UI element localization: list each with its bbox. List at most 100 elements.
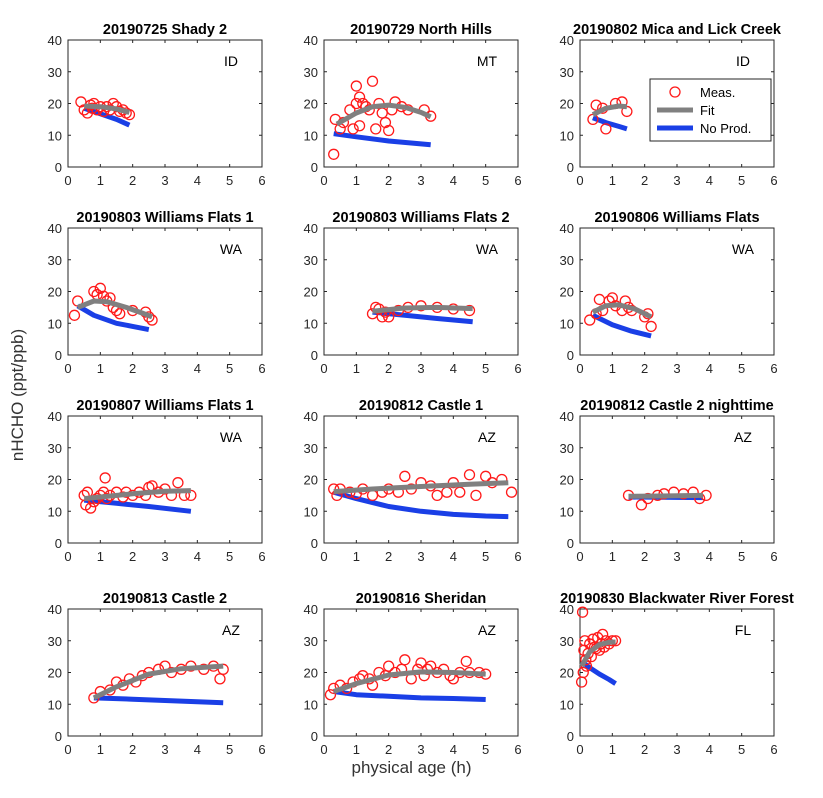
x-tick-label: 6 [258,173,265,188]
x-tick-label: 0 [576,549,583,564]
state-label: WA [220,241,243,257]
y-tick-label: 40 [560,409,574,424]
x-tick-label: 1 [353,361,360,376]
y-tick-label: 20 [560,285,574,300]
fit-line [372,304,473,314]
meas-point [88,285,100,298]
x-tick-label: 3 [161,173,168,188]
y-tick-label: 0 [567,729,574,744]
x-tick-label: 0 [320,742,327,757]
y-tick-label: 20 [560,666,574,681]
panel-title: 20190812 Castle 1 [359,398,483,414]
x-tick-label: 5 [738,742,745,757]
state-label: AZ [478,622,496,638]
x-tick-label: 6 [514,361,521,376]
meas-point [350,97,362,110]
y-tick-label: 30 [560,634,574,649]
meas-point [399,470,411,482]
x-tick-label: 1 [609,549,616,564]
chart-panel: 0 1 2 3 4 5 6 0 10 20 30 40 20190812 Castle 1 AZ [304,398,522,564]
chart-panel: 0 1 2 3 4 5 6 0 10 20 30 40 20190803 Williams Flats … [304,210,522,376]
x-tick-label: 3 [417,549,424,564]
meas-point [460,655,472,668]
x-tick-label: 4 [450,173,457,188]
y-tick-label: 20 [304,97,318,112]
fit-line [579,639,616,668]
y-tick-label: 30 [304,253,318,268]
y-tick-label: 30 [48,253,62,268]
x-tick-label: 0 [320,361,327,376]
legend-meas-symbol [669,86,681,98]
state-label: FL [735,622,752,638]
panel-title: 20190807 Williams Flats 1 [76,398,253,414]
fit-line [591,302,653,320]
y-tick-label: 40 [304,221,318,236]
y-tick-label: 0 [311,348,318,363]
x-tick-label: 0 [64,549,71,564]
x-tick-label: 4 [706,742,713,757]
meas-point [214,673,226,685]
x-tick-label: 3 [417,173,424,188]
y-tick-label: 20 [48,285,62,300]
legend-label: Fit [700,103,715,118]
meas-point [596,628,609,641]
state-label: WA [732,241,755,257]
no-prod-line [591,313,652,339]
meas-point [146,480,158,492]
y-tick-label: 30 [560,65,574,80]
x-tick-label: 5 [226,549,233,564]
y-tick-label: 10 [304,128,318,143]
fit-line [335,102,432,127]
x-tick-label: 2 [385,361,392,376]
meas-point [600,123,612,135]
y-tick-label: 30 [48,634,62,649]
legend: Meas. Fit No Prod. [649,78,772,142]
y-tick-label: 10 [304,697,318,712]
meas-point [383,660,395,672]
y-tick-label: 40 [48,409,62,424]
y-tick-label: 20 [304,666,318,681]
meas-point [505,486,518,498]
meas-point [576,606,589,618]
meas-point [584,314,596,326]
meas-point [68,309,81,321]
state-label: ID [224,53,238,69]
y-tick-label: 30 [48,441,62,456]
no-prod-line [592,115,628,132]
chart-panel: 0 1 2 3 4 5 6 0 10 20 30 40 20190806 Williams Flats W… [560,210,778,376]
chart-panel: 0 1 2 3 4 5 6 0 10 20 30 40 20190725 Shady 2 ID [48,22,266,188]
x-tick-label: 3 [161,361,168,376]
x-tick-label: 2 [641,549,648,564]
y-tick-label: 30 [304,441,318,456]
panel-title: 20190802 Mica and Lick Creek [573,22,782,38]
x-tick-label: 6 [770,361,777,376]
x-tick-label: 6 [514,173,521,188]
no-prod-line [333,489,509,520]
meas-point [441,486,453,498]
x-tick-label: 5 [738,361,745,376]
panel-title: 20190725 Shady 2 [103,22,227,38]
x-tick-label: 4 [194,549,201,564]
y-tick-label: 10 [560,697,574,712]
y-axis-label: nHCHO (ppt/ppb) [8,328,27,462]
y-tick-label: 20 [48,666,62,681]
panel-title: 20190806 Williams Flats [594,210,759,226]
x-tick-label: 0 [64,742,71,757]
y-tick-label: 20 [560,473,574,488]
meas-point [328,148,340,160]
y-tick-label: 30 [304,634,318,649]
x-tick-label: 3 [673,742,680,757]
state-label: AZ [734,429,752,445]
y-tick-label: 40 [560,33,574,48]
meas-point [366,75,379,87]
x-tick-label: 3 [673,173,680,188]
x-tick-label: 0 [64,361,71,376]
y-tick-label: 40 [304,409,318,424]
x-tick-label: 4 [706,361,713,376]
chart-panel: 0 1 2 3 4 5 6 0 10 20 30 40 20190803 Williams Flats … [48,210,266,376]
y-tick-label: 0 [55,729,62,744]
no-prod-line [372,309,473,325]
x-tick-label: 2 [129,173,136,188]
x-tick-label: 5 [738,173,745,188]
meas-point [84,502,97,514]
